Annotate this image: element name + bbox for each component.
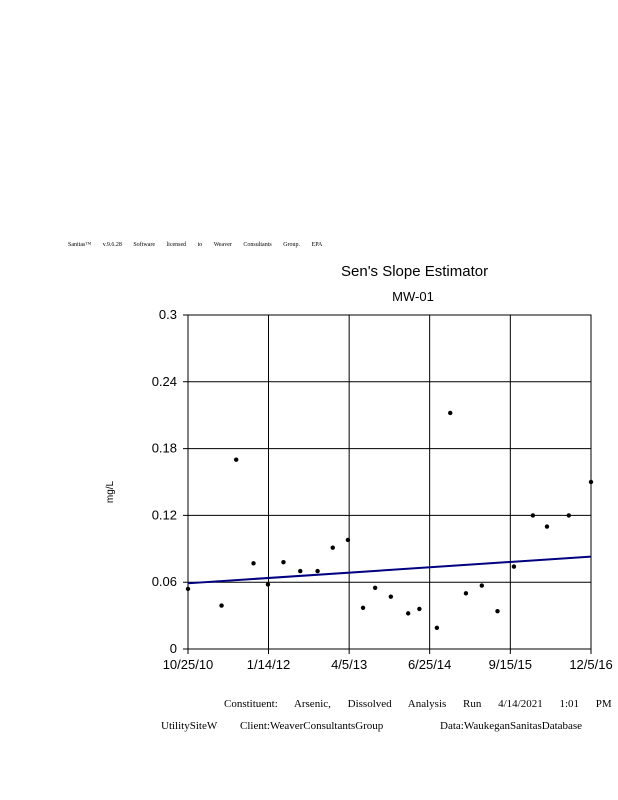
data-point <box>345 537 351 543</box>
y-tick-label: 0.3 <box>159 307 177 322</box>
data-point <box>463 591 469 596</box>
data-point <box>251 561 256 566</box>
footer-site: UtilitySiteW <box>161 720 218 732</box>
data-point <box>405 611 411 616</box>
x-tick-labels: 10/25/10 1/14/12 4/5/13 6/25/14 9/15/15 12/5/… <box>163 657 613 672</box>
plot-frame <box>187 314 592 650</box>
y-tick-label: 0.06 <box>152 574 177 589</box>
data-point <box>315 568 320 574</box>
data-point <box>233 457 239 462</box>
data-point <box>372 585 378 590</box>
data-point <box>417 606 422 612</box>
chart-grid <box>183 314 592 654</box>
chart-title: Sen's Slope Estimator <box>341 263 489 280</box>
x-tick-label: 9/15/15 <box>489 657 532 672</box>
data-point <box>298 568 303 574</box>
data-point <box>530 513 536 518</box>
data-point <box>265 582 271 587</box>
data-point <box>511 564 517 569</box>
x-tick-label: 10/25/10 <box>163 657 214 672</box>
x-tick-label: 12/5/16 <box>569 657 612 672</box>
y-tick-labels: 0 0.06 0.12 0.18 0.24 0.3 <box>152 307 177 656</box>
y-tick-label: 0 <box>170 641 177 656</box>
data-point <box>434 625 440 631</box>
data-point <box>185 586 191 592</box>
data-point <box>495 608 500 614</box>
y-tick-label: 0.24 <box>152 374 177 389</box>
data-point <box>544 524 550 529</box>
trend-line <box>187 555 592 585</box>
footer-data: Data:WaukeganSanitasDatabase <box>440 720 583 732</box>
data-point <box>281 559 286 565</box>
y-axis-label: mg/L <box>105 480 116 503</box>
software-banner: Sanitas™ v.9.6.28 Software licensed to W… <box>68 242 323 248</box>
data-point <box>566 513 572 518</box>
data-points-group <box>185 410 594 631</box>
x-tick-label: 4/5/13 <box>331 657 367 672</box>
data-point <box>448 410 453 416</box>
data-point <box>330 545 335 550</box>
data-point <box>479 583 485 588</box>
y-tick-label: 0.12 <box>152 507 177 522</box>
chart-subtitle: MW-01 <box>392 289 434 304</box>
data-point <box>219 603 224 608</box>
footer-constituent: Constituent: Arsenic, Dissolved Analysis… <box>224 698 612 710</box>
y-tick-label: 0.18 <box>152 441 177 456</box>
footer-client: Client:WeaverConsultantsGroup <box>240 720 384 732</box>
data-point <box>588 479 594 485</box>
data-point <box>388 594 394 599</box>
x-tick-label: 1/14/12 <box>247 657 290 672</box>
data-point <box>360 605 366 611</box>
x-tick-label: 6/25/14 <box>408 657 451 672</box>
trend-line-group <box>187 555 592 585</box>
